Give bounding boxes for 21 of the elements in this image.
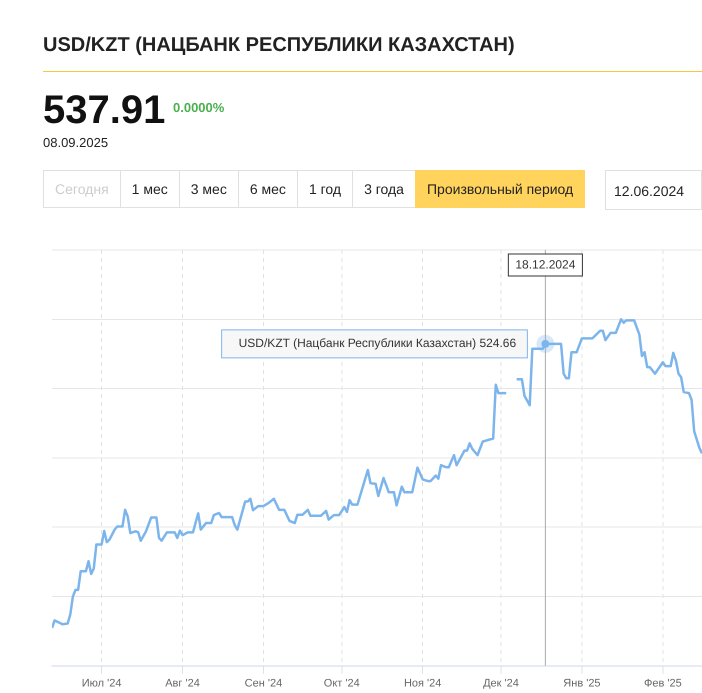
x-tick-label: Авг '24 — [165, 677, 200, 690]
x-tick-label: Дек '24 — [483, 677, 519, 690]
chart-title: USD/KZT (НАЦБАНК РЕСПУБЛИКИ КАЗАХСТАН) — [43, 34, 702, 72]
text: 537.91 — [43, 88, 166, 133]
text: 6 мес — [238, 170, 298, 208]
x-tick-label: Фев '25 — [644, 677, 682, 690]
text: 1 мес — [120, 170, 180, 208]
text: 3 мес — [178, 170, 239, 208]
text: 3 года — [352, 170, 416, 208]
x-tick-label: Янв '25 — [563, 677, 601, 690]
annotation: USD/KZT (Нацбанк Республики Казахстан) 524.66 — [238, 336, 516, 350]
text: 1 год — [296, 170, 354, 208]
text: Произвольный период — [414, 170, 586, 208]
ref-line-label: 18.12.2024 — [515, 257, 576, 272]
x-tick-label: Сен '24 — [244, 677, 282, 690]
x-tick-label: Ноя '24 — [404, 677, 442, 690]
x-tick-label: Окт '24 — [324, 677, 360, 690]
text: 12.06.2024 — [605, 170, 702, 210]
x-tick-label: Июл '24 — [82, 677, 122, 690]
text: 0.0000% — [173, 100, 224, 115]
text: 08.09.2025 — [43, 135, 108, 150]
